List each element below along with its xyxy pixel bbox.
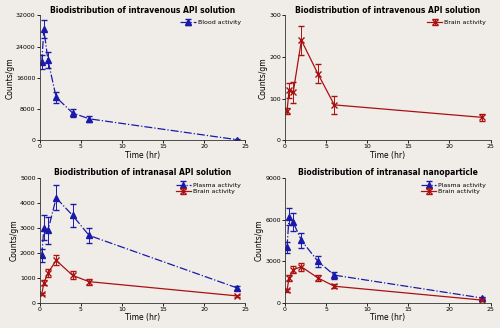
- X-axis label: Time (hr): Time (hr): [125, 314, 160, 322]
- Legend: Brain activity: Brain activity: [426, 18, 488, 26]
- X-axis label: Time (hr): Time (hr): [370, 314, 406, 322]
- Y-axis label: Counts/gm: Counts/gm: [258, 57, 268, 99]
- Legend: Plasma activity, Brain activity: Plasma activity, Brain activity: [420, 181, 488, 195]
- Y-axis label: Counts/gm: Counts/gm: [6, 57, 15, 99]
- Legend: Blood activity: Blood activity: [179, 18, 242, 26]
- X-axis label: Time (hr): Time (hr): [125, 151, 160, 160]
- Y-axis label: Counts/gm: Counts/gm: [255, 220, 264, 261]
- X-axis label: Time (hr): Time (hr): [370, 151, 406, 160]
- Title: Biodistribution of intranasal nanoparticle: Biodistribution of intranasal nanopartic…: [298, 168, 478, 177]
- Y-axis label: Counts/gm: Counts/gm: [10, 220, 18, 261]
- Legend: Plasma activity, Brain activity: Plasma activity, Brain activity: [174, 181, 242, 195]
- Title: Biodistribution of intravenous API solution: Biodistribution of intravenous API solut…: [50, 6, 235, 14]
- Title: Biodistribution of intranasal API solution: Biodistribution of intranasal API soluti…: [54, 168, 231, 177]
- Title: Biodistribution of intravenous API solution: Biodistribution of intravenous API solut…: [295, 6, 480, 14]
